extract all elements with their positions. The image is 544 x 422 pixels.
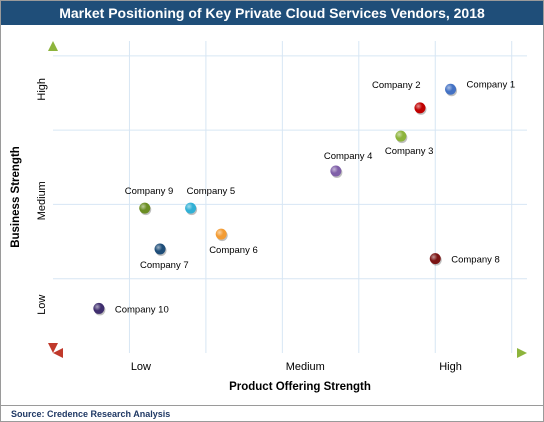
y-tick-label: Low (36, 295, 48, 315)
data-point-2: Company 2 (372, 80, 427, 115)
y-tick-label: High (36, 78, 48, 101)
data-point-9: Company 9 (125, 186, 174, 216)
data-point-highlight (395, 130, 407, 142)
data-point-highlight (429, 253, 441, 265)
data-point-5: Company 5 (185, 186, 236, 216)
y-axis-arrow-icon (48, 41, 58, 51)
tick-labels: Low Medium High Low Medium High (36, 78, 462, 373)
data-point-label: Company 9 (125, 186, 174, 197)
x-axis-arrow-icon (517, 348, 527, 358)
data-point-label: Company 6 (209, 245, 258, 256)
axes (48, 41, 527, 358)
data-point-highlight (93, 302, 105, 314)
data-point-highlight (139, 202, 151, 214)
data-point-7: Company 7 (140, 243, 189, 271)
data-point-highlight (330, 165, 342, 177)
x-tick-label: Low (131, 361, 151, 373)
data-point-label: Company 7 (140, 260, 189, 271)
data-point-8: Company 8 (429, 253, 500, 266)
grid-lines (53, 41, 527, 353)
data-point-label: Company 8 (451, 255, 500, 266)
y-axis-title: Business Strength (10, 146, 22, 248)
data-point-label: Company 4 (324, 151, 373, 162)
data-point-4: Company 4 (324, 151, 373, 178)
data-point-highlight (215, 228, 227, 240)
data-point-1: Company 1 (445, 79, 516, 97)
source-note: Source: Credence Research Analysis (1, 405, 543, 421)
chart-title: Market Positioning of Key Private Cloud … (1, 1, 543, 25)
x-axis-title: Product Offering Strength (229, 381, 371, 393)
data-point-label: Company 5 (187, 186, 236, 197)
y-axis-origin-arrow-icon (48, 343, 58, 353)
data-point-10: Company 10 (93, 302, 169, 316)
x-tick-label: High (439, 361, 462, 373)
data-point-label: Company 10 (115, 304, 169, 315)
x-tick-label: Medium (286, 361, 325, 373)
data-point-6: Company 6 (209, 228, 258, 256)
data-point-label: Company 1 (467, 79, 516, 90)
data-point-label: Company 2 (372, 80, 421, 91)
data-point-highlight (445, 83, 457, 95)
data-point-label: Company 3 (385, 146, 434, 157)
data-point-highlight (185, 202, 197, 214)
x-axis-origin-arrow-icon (53, 348, 63, 358)
data-point-3: Company 3 (385, 130, 434, 157)
y-tick-label: Medium (36, 181, 48, 220)
data-point-highlight (154, 243, 166, 255)
data-points: Company 1 Company 2 Company 3 Company 4 Comp… (93, 79, 516, 316)
data-point-highlight (414, 102, 426, 114)
